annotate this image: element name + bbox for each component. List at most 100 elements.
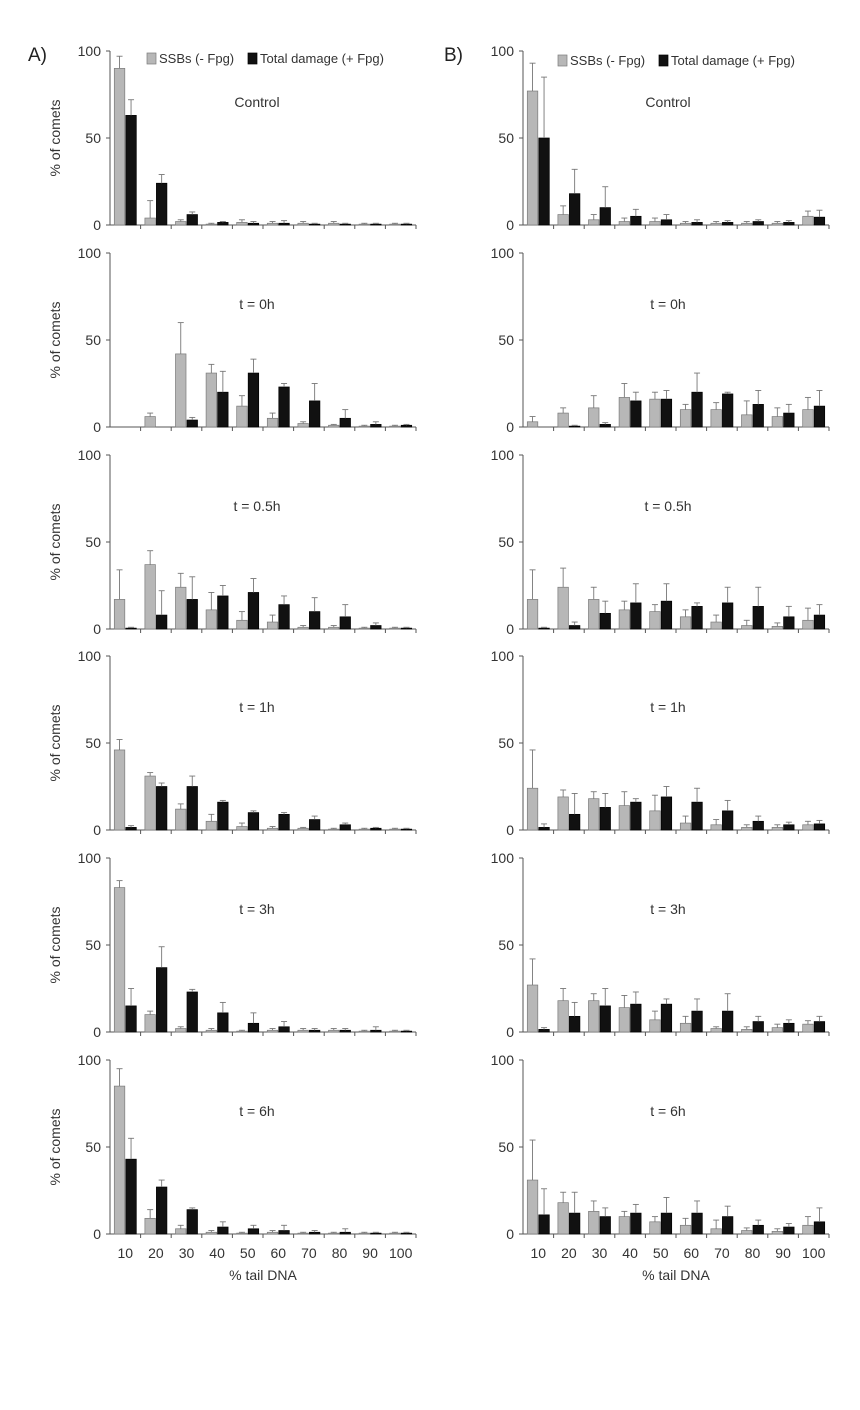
bar-ssb	[144, 416, 156, 428]
bar-total-damage	[370, 1232, 382, 1235]
x-tick-label: 80	[332, 1245, 348, 1261]
bar-ssb	[266, 827, 279, 831]
legend-label-ssb: SSBs (- Fpg)	[570, 53, 645, 68]
y-axis-label: % of comets	[47, 906, 63, 983]
bar-ssb	[588, 407, 600, 428]
y-axis-label: % of comets	[47, 301, 63, 378]
bar-ssb	[710, 222, 722, 226]
x-axis-label: % tail DNA	[642, 1267, 710, 1283]
subplot: 0 50 100 % of comets t = 0h	[47, 245, 417, 435]
y-tick-label: 100	[491, 245, 515, 261]
bar-ssb	[205, 372, 217, 428]
bar-ssb	[389, 223, 401, 226]
bar-total-damage	[783, 1022, 795, 1033]
y-tick-label: 100	[78, 648, 102, 664]
bar-total-damage	[752, 404, 764, 428]
bar-total-damage	[217, 222, 229, 226]
y-tick-label: 50	[498, 130, 514, 146]
bar-total-damage	[278, 604, 290, 630]
bar-total-damage	[400, 828, 413, 831]
x-tick-label: 90	[362, 1245, 378, 1261]
bar-total-damage	[400, 627, 413, 630]
bar-total-damage	[370, 223, 382, 226]
bar-total-damage	[599, 1216, 611, 1235]
bar-total-damage	[339, 1029, 351, 1033]
bar-ssb	[526, 599, 539, 630]
bar-total-damage	[125, 1158, 137, 1235]
y-tick-label: 100	[78, 1052, 102, 1068]
x-tick-label: 90	[775, 1245, 791, 1261]
bar-ssb	[236, 619, 248, 630]
bar-total-damage	[217, 595, 229, 630]
x-tick-label: 40	[209, 1245, 225, 1261]
bar-ssb	[679, 409, 692, 428]
bar-ssb	[328, 1029, 340, 1033]
bar-total-damage	[722, 810, 734, 831]
legend-label-ssb: SSBs (- Fpg)	[159, 51, 234, 66]
bar-total-damage	[125, 115, 137, 226]
bar-ssb	[710, 824, 722, 831]
bar-total-damage	[630, 400, 642, 428]
y-tick-label: 50	[85, 332, 101, 348]
bar-ssb	[328, 828, 340, 831]
bar-total-damage	[660, 1003, 673, 1033]
bar-total-damage	[339, 1231, 351, 1235]
bar-ssb	[358, 223, 370, 226]
bar-ssb	[557, 796, 569, 831]
x-tick-label: 60	[684, 1245, 700, 1261]
bar-total-damage	[630, 215, 642, 226]
x-tick-label: 60	[271, 1245, 287, 1261]
bar-total-damage	[752, 606, 764, 630]
bar-total-damage	[339, 616, 351, 630]
bar-ssb	[710, 1028, 722, 1033]
x-tick-label: 20	[561, 1245, 577, 1261]
bar-ssb	[144, 775, 156, 831]
y-tick-label: 0	[506, 217, 514, 233]
bar-ssb	[236, 1030, 248, 1033]
subplot: 0 50 100 % of comets t = 3h	[47, 850, 417, 1040]
y-tick-label: 100	[78, 43, 102, 59]
bar-total-damage	[156, 1186, 168, 1235]
y-axis-label: % of comets	[47, 1108, 63, 1185]
bar-ssb	[802, 824, 814, 831]
bar-ssb	[205, 1231, 217, 1235]
panel-label-b: B)	[444, 45, 463, 66]
bar-ssb	[771, 626, 783, 630]
y-tick-label: 50	[498, 937, 514, 953]
y-tick-label: 50	[85, 534, 101, 550]
bar-total-damage	[813, 1221, 826, 1235]
legend-swatch-ssb	[146, 52, 157, 65]
bar-ssb	[679, 222, 692, 226]
bar-total-damage	[599, 424, 611, 428]
bar-total-damage	[691, 1212, 703, 1235]
x-tick-label: 70	[301, 1245, 317, 1261]
bar-ssb	[710, 621, 722, 630]
bar-total-damage	[247, 222, 260, 226]
bar-ssb	[526, 984, 539, 1033]
bar-total-damage	[400, 1232, 413, 1235]
bar-ssb	[526, 90, 539, 226]
bar-total-damage	[156, 786, 168, 831]
bar-total-damage	[186, 1209, 198, 1235]
y-axis-label: % of comets	[47, 503, 63, 580]
bar-total-damage	[630, 1003, 642, 1033]
bar-ssb	[297, 1029, 309, 1033]
bar-total-damage	[660, 796, 673, 831]
bar-total-damage	[247, 1022, 260, 1033]
bar-ssb	[741, 1029, 753, 1033]
legend-panel-b: SSBs (- Fpg) Total damage (+ Fpg)	[557, 53, 795, 68]
bar-ssb	[526, 787, 539, 831]
bar-ssb	[679, 1224, 692, 1235]
subplot: 0 50 100 % of comets t = 0.5h	[47, 447, 417, 637]
x-tick-label: 30	[592, 1245, 608, 1261]
y-tick-label: 0	[93, 1226, 101, 1242]
bar-total-damage	[752, 820, 764, 831]
bar-total-damage	[569, 193, 581, 226]
bar-ssb	[710, 409, 722, 428]
y-tick-label: 100	[491, 850, 515, 866]
bar-ssb	[741, 222, 753, 226]
bar-ssb	[802, 1224, 814, 1235]
bar-ssb	[175, 586, 187, 630]
bar-total-damage	[599, 207, 611, 226]
bar-total-damage	[247, 812, 260, 831]
